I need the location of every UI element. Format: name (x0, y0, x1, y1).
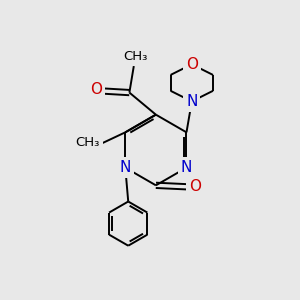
Text: CH₃: CH₃ (123, 50, 148, 63)
Text: O: O (90, 82, 102, 97)
Text: N: N (120, 160, 131, 175)
Text: N: N (181, 160, 192, 175)
Text: O: O (186, 57, 198, 72)
Text: O: O (189, 179, 201, 194)
Text: N: N (186, 94, 197, 109)
Text: CH₃: CH₃ (76, 136, 100, 149)
